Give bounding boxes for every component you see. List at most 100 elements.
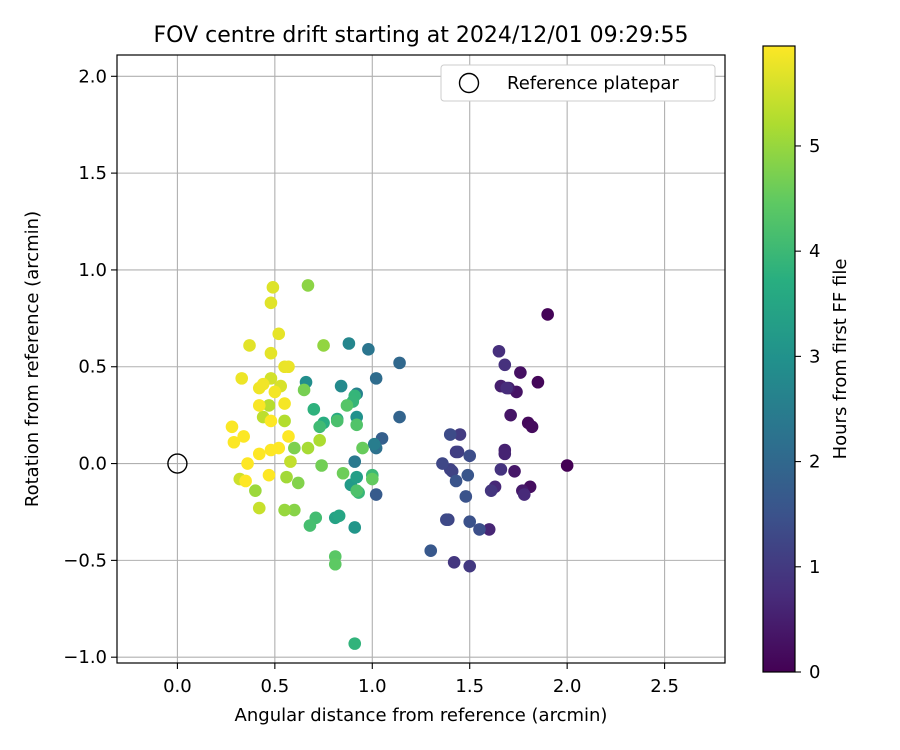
scatter-point [256, 377, 270, 391]
y-tick-label: 2.0 [78, 66, 107, 87]
scatter-point [252, 501, 266, 515]
scatter-point [492, 344, 506, 358]
scatter-point [463, 515, 477, 528]
colorbar-tick-label: 3 [809, 346, 820, 367]
scatter-point [424, 544, 438, 557]
scatter-point [443, 428, 457, 441]
colorbar-tick-label: 0 [809, 662, 820, 683]
scatter-point [315, 459, 328, 472]
x-tick-label: 1.0 [358, 676, 387, 697]
y-tick-label: 0.0 [78, 454, 107, 475]
scatter-point [264, 346, 278, 360]
scatter-point [356, 441, 369, 455]
scatter-point [494, 463, 508, 476]
colorbar-label: Hours from first FF file [830, 259, 851, 460]
scatter-point [350, 418, 363, 432]
y-tick-label: 0.5 [78, 357, 107, 378]
scatter-point [278, 414, 291, 428]
scatter-point [350, 470, 363, 484]
legend-box [440, 64, 716, 102]
colorbar: 0 1 2 3 4 5 Hours from first FF file [762, 45, 851, 683]
scatter-point [239, 474, 252, 488]
scatter-point [504, 408, 517, 422]
grid-lines [117, 55, 725, 663]
scatter-point [268, 385, 282, 399]
scatter-point [514, 366, 527, 379]
scatter-point [237, 430, 250, 443]
scatter-point [235, 372, 249, 385]
scatter-point [282, 430, 295, 443]
scatter-point [262, 399, 276, 412]
scatter-point [451, 445, 465, 459]
scatter-point [525, 420, 539, 434]
colorbar-gradient [762, 45, 796, 673]
scatter-point [447, 556, 461, 569]
y-tick-label: 1.0 [78, 260, 107, 281]
scatter-point [498, 358, 512, 372]
scatter-point [393, 410, 406, 424]
scatter-point [288, 441, 301, 455]
x-tick-label: 1.5 [455, 676, 484, 697]
colorbar-tick-label: 5 [809, 136, 820, 157]
scatter-point [225, 420, 239, 434]
plot-frame [116, 54, 726, 664]
scatter-point [500, 381, 514, 395]
scatter-point [463, 559, 477, 573]
scatter-point [252, 447, 266, 461]
scatter-point [463, 449, 477, 463]
scatter-point [449, 474, 463, 488]
scatter-point [303, 519, 317, 532]
scatter-point [332, 509, 346, 523]
scatter-point [313, 420, 326, 434]
scatter-point [508, 465, 521, 478]
scatter-point [348, 455, 362, 468]
scatter-point [348, 637, 362, 650]
scatter-point [459, 490, 473, 503]
scatter-point [284, 455, 297, 468]
colorbar-tick-label: 1 [809, 557, 820, 578]
x-axis-label: Angular distance from reference (arcmin) [235, 705, 608, 726]
scatter-point [461, 468, 475, 482]
scatter-point [541, 308, 554, 321]
scatter-point [264, 296, 278, 310]
scatter-point [560, 459, 574, 472]
y-tick-label: −0.5 [63, 550, 107, 571]
scatter-point [291, 476, 305, 490]
x-tick-label: 2.5 [650, 676, 679, 697]
scatter-point [365, 472, 379, 486]
chart-title: FOV centre drift starting at 2024/12/01 … [154, 23, 689, 48]
scatter-point [453, 428, 467, 441]
y-tick-label: 1.5 [78, 163, 107, 184]
scatter-point [278, 397, 291, 410]
scatter-point [517, 488, 531, 501]
legend-marker-reference [458, 72, 480, 94]
scatter-point [252, 399, 266, 412]
scatter-point [350, 484, 363, 497]
x-tick-label: 2.0 [553, 676, 582, 697]
scatter-point [445, 465, 459, 478]
scatter-point [369, 372, 383, 385]
scatter-point [301, 279, 315, 292]
scatter-point [330, 414, 344, 428]
scatter-point [266, 281, 280, 294]
scatter-point [280, 470, 293, 484]
scatter-point [393, 356, 406, 370]
scatter-point [282, 360, 295, 374]
scatter-point [336, 466, 350, 480]
scatter-point [262, 468, 276, 482]
scatter-point [436, 457, 449, 470]
scatter-point [482, 523, 496, 536]
scatter-point [317, 339, 330, 352]
y-tick-label: −1.0 [63, 647, 107, 668]
y-axis-label: Rotation from reference (arcmin) [22, 211, 43, 507]
scatter-point [313, 434, 326, 447]
colorbar-ticks: 0 1 2 3 4 5 [795, 136, 820, 683]
scatter-point [278, 503, 291, 517]
colorbar-tick-label: 2 [809, 452, 820, 473]
scatter-point [531, 375, 545, 389]
scatter-point [297, 383, 311, 397]
scatter-point [301, 441, 315, 455]
x-tick-label: 0.0 [163, 676, 192, 697]
scatter-point [473, 523, 486, 536]
scatter-point [340, 399, 354, 412]
